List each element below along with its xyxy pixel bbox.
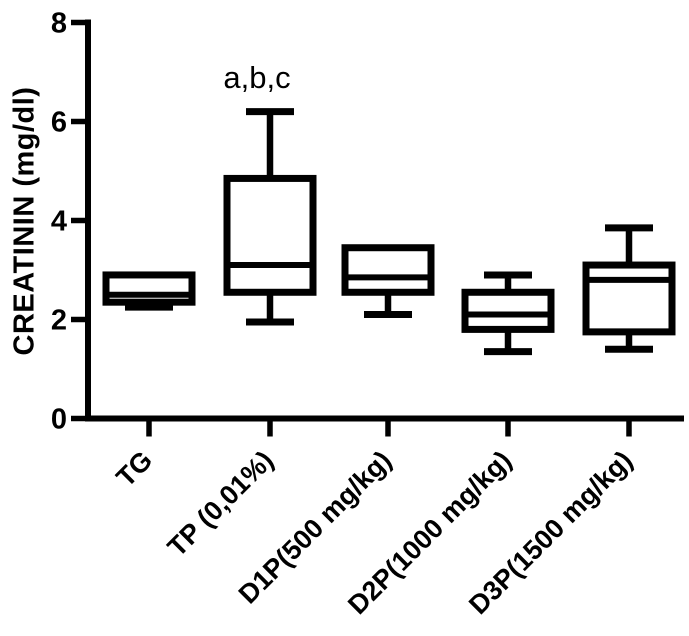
box-d2p-1000-mg-kg [461, 288, 555, 333]
box-group-d2p-1000-mg-kg [461, 271, 555, 356]
y-tick-label-2: 2 [51, 305, 67, 337]
box-d1p-500-mg-kg [341, 244, 435, 296]
y-axis-title: CREATININ (mg/dl) [8, 86, 41, 356]
y-tick-label-6: 6 [51, 107, 67, 139]
y-tick-label-8: 8 [51, 8, 67, 40]
box-tp-0-01 [223, 174, 317, 296]
box-group-tg [102, 271, 196, 311]
x-tick-label-tp-0-01: TP (0,01%) [162, 445, 279, 562]
box-tg [102, 271, 196, 306]
y-tick-label-4: 4 [51, 206, 67, 238]
y-tick-label-0: 0 [51, 404, 67, 436]
box-group-tp-0-01 [223, 108, 317, 326]
box-group-d1p-500-mg-kg [341, 244, 435, 319]
x-tick-label-tg: TG [111, 445, 159, 493]
box-group-d3p-1500-mg-kg [582, 224, 676, 353]
box-d3p-1500-mg-kg [582, 261, 676, 336]
significance-annotation: a,b,c [223, 60, 291, 95]
